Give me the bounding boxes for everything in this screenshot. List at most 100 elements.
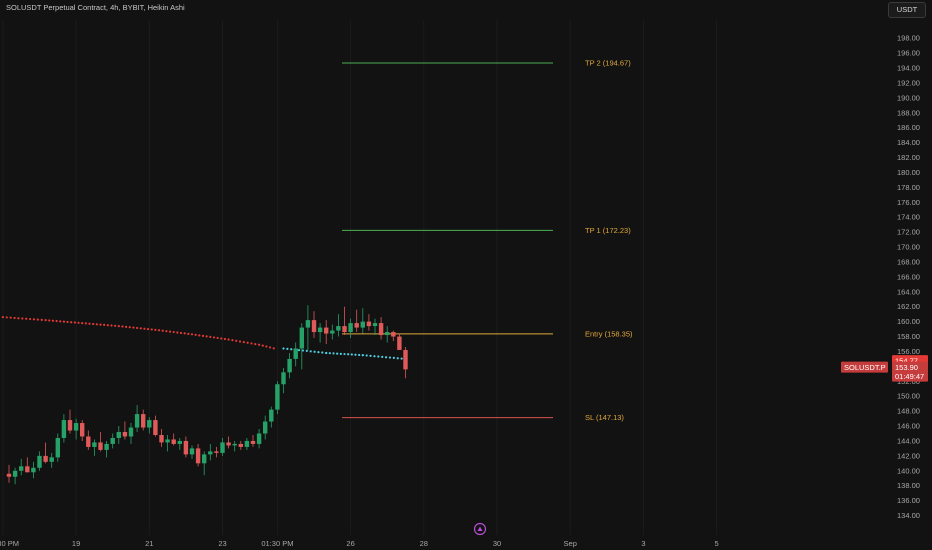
y-tick-label: 158.00: [897, 332, 920, 341]
candle: [6, 464, 12, 483]
cyan-ma-dot: [336, 352, 339, 355]
red-ma-dot: [201, 334, 205, 337]
candle-body: [403, 349, 408, 370]
red-ma-dot: [220, 337, 223, 340]
red-ma-dot: [92, 322, 95, 326]
candle: [141, 409, 146, 431]
red-ma-dot: [73, 321, 76, 324]
cyan-ma-dot: [313, 350, 316, 353]
red-ma-dot: [168, 330, 172, 333]
price-axis: 198.00 196.00 194.00 192.00 190.00 188.00 186.…: [897, 34, 920, 520]
y-tick-label: 162.00: [897, 302, 920, 311]
candle-body: [195, 448, 201, 464]
y-tick-label: 150.00: [897, 392, 920, 401]
candle: [293, 342, 298, 367]
bottom-icon[interactable]: [473, 522, 487, 536]
candle-body: [250, 440, 256, 444]
candle-body: [232, 443, 237, 446]
red-ma-dot: [9, 316, 12, 319]
y-tick-label: 194.00: [897, 64, 920, 73]
candle: [372, 318, 378, 336]
candle: [269, 406, 274, 428]
candle: [202, 451, 207, 476]
red-ma-dot: [66, 320, 69, 324]
candle: [391, 330, 396, 342]
candle-body: [43, 455, 48, 462]
cyan-ma-dot: [377, 355, 380, 358]
red-ma-dot: [146, 327, 150, 331]
candle-body: [31, 467, 36, 473]
candle-body: [153, 420, 158, 435]
candle: [55, 433, 60, 462]
candle: [397, 333, 402, 350]
y-tick-label: 178.00: [897, 183, 920, 192]
candle: [305, 305, 311, 350]
y-tick-label: 166.00: [897, 272, 920, 281]
candle-body: [98, 442, 103, 450]
candle: [220, 437, 225, 456]
cyan-ma-dot: [361, 354, 364, 357]
red-ma-dot: [36, 318, 39, 321]
candle: [49, 452, 54, 468]
candle: [287, 352, 292, 379]
candle: [67, 409, 73, 434]
candle: [80, 420, 85, 441]
y-tick-label: 180.00: [897, 168, 920, 177]
candle-body: [116, 432, 121, 438]
red-ma-dot: [183, 332, 186, 335]
candle-body: [189, 448, 195, 455]
x-tick-label: 5: [715, 539, 719, 548]
candle-body: [202, 454, 207, 464]
red-ma-dot: [13, 316, 16, 320]
red-ma-dot: [231, 339, 234, 342]
candle-body: [220, 442, 225, 453]
cyan-ma-dot: [332, 352, 335, 355]
candle: [360, 308, 365, 334]
trade-levels: TP 2 (194.67) TP 1 (172.23) Entry (158.35)…: [342, 59, 633, 422]
candle-body: [275, 384, 280, 410]
candle: [354, 309, 359, 333]
red-ma-dot: [1, 316, 4, 319]
red-ma-dot: [246, 341, 249, 344]
candle-body: [293, 348, 298, 359]
candle: [238, 440, 243, 450]
candle: [73, 418, 79, 440]
red-ma-dot: [77, 321, 80, 324]
x-tick-label: 30: [493, 539, 501, 548]
candle: [25, 457, 30, 473]
red-ma-dot: [250, 342, 253, 345]
candle-body: [342, 326, 347, 333]
candle-body: [61, 420, 67, 438]
cyan-ma-dot: [343, 352, 346, 356]
x-tick-label: 3: [641, 539, 645, 548]
red-ma-dot: [99, 323, 102, 326]
candle-body: [141, 414, 146, 428]
red-ma-dot: [5, 316, 8, 319]
red-ma-dot: [106, 324, 109, 327]
candle: [153, 415, 158, 437]
cyan-ma-dot: [396, 357, 399, 360]
y-tick-label: 182.00: [897, 153, 920, 162]
candle-body: [269, 409, 274, 422]
candle: [147, 417, 152, 434]
cyan-ma-dot: [381, 355, 384, 358]
candle-body: [214, 451, 219, 453]
y-tick-label: 174.00: [897, 213, 920, 222]
candle: [159, 429, 164, 447]
candle-body: [305, 320, 311, 328]
y-tick-label: 136.00: [897, 496, 920, 505]
candle-body: [208, 451, 213, 455]
candles: [6, 305, 408, 485]
cyan-ma-dot: [373, 355, 376, 358]
y-tick-label: 184.00: [897, 138, 920, 147]
candle: [299, 323, 304, 370]
entry-level-label: Entry (158.35): [585, 329, 633, 338]
currency-button[interactable]: USDT: [888, 2, 926, 18]
red-ma-dot: [25, 317, 28, 320]
cyan-ma-dot: [309, 350, 312, 353]
candle: [214, 446, 219, 458]
candle: [92, 439, 97, 456]
red-ma-dot: [110, 324, 113, 327]
